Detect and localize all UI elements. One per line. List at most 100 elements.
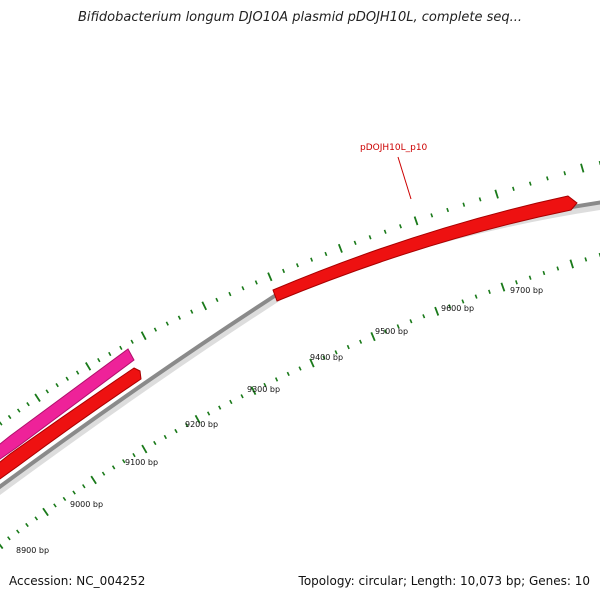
outer-ring-tick [399,224,402,229]
outer-ring-tick [153,327,158,332]
inner-ring-tick [542,270,546,276]
outer-ring-tick [462,202,466,207]
scale-label-8900: 8900 bp [16,546,49,555]
inner-ring-tick [434,306,440,316]
inner-ring-tick [448,304,452,309]
inner-ring-tick [111,465,116,470]
outer-ring-tick [215,297,219,303]
scale-label-9600: 9600 bp [441,304,474,313]
inner-ring-tick [298,366,302,371]
outer-ring-tick [108,351,112,357]
gene-label-pointer [397,156,412,200]
outer-ring-tick [16,408,21,413]
inner-ring-tick [346,344,350,350]
outer-ring-tick [26,402,30,407]
inner-ring-tick [90,475,97,485]
inner-ring-tick [422,314,426,319]
inner-ring-tick [141,444,148,454]
inner-ring-tick [229,399,233,405]
outer-ring-tick [177,315,182,320]
scale-label-9100: 9100 bp [125,458,158,467]
outer-ring-tick [430,213,434,218]
inner-ring-tick [206,411,211,416]
inner-ring-tick [309,358,315,368]
accession-text: Accession: NC_004252 [9,574,146,588]
inner-ring-tick [16,529,20,534]
outer-ring-tick [337,243,343,253]
inner-ring-tick [263,382,267,388]
outer-ring-tick [241,286,245,291]
inner-ring-tick [185,423,189,428]
outer-ring-tick [446,207,450,213]
inner-tick-ring [0,252,600,550]
scale-label-9700: 9700 bp [510,286,543,295]
outer-ring-tick [413,216,419,226]
outer-ring-tick [190,309,194,314]
inner-ring-tick [101,471,106,476]
inner-ring-tick [396,324,400,329]
inner-ring-tick [359,339,363,344]
outer-ring-tick [140,331,147,341]
outer-ring-tick [528,181,532,186]
inner-ring-tick [370,332,376,342]
inner-ring-tick [556,266,560,271]
inner-ring-tick [515,280,518,285]
feature-pdojh10l-p10[interactable] [272,195,578,302]
outer-ring-tick [310,257,314,262]
inner-ring-tick [34,516,39,521]
scale-label-9200: 9200 bp [185,420,218,429]
backbone-shadow [0,202,600,495]
outer-ring-tick [65,376,69,381]
inner-ring-tick [384,329,388,334]
outer-ring-tick [119,345,123,350]
outer-ring-tick [97,358,101,363]
outer-ring-tick [55,382,59,388]
outer-ring-tick [368,235,372,240]
inner-ring-tick [72,490,76,495]
feature-red-lower[interactable] [0,367,142,486]
outer-ring-tick [353,240,357,245]
backbone-arc [0,200,600,490]
outer-ring-tick [580,163,585,173]
scale-label-9300: 9300 bp [247,385,280,394]
topology-summary: Topology: circular; Length: 10,073 bp; G… [298,574,590,588]
inner-ring-tick [274,377,279,382]
inner-ring-tick [474,294,478,299]
outer-ring-tick [228,291,232,297]
outer-ring-tick [7,414,12,420]
inner-ring-tick [174,428,178,434]
inner-ring-tick [322,355,326,360]
feature-magenta[interactable] [0,348,135,466]
gene-label[interactable]: pDOJH10L_p10 [360,143,428,153]
inner-ring-tick [584,257,588,262]
outer-ring-tick [512,186,515,191]
inner-ring-tick [82,484,86,489]
inner-ring-tick [53,503,57,508]
outer-ring-tick [295,263,299,268]
inner-ring-tick [122,459,126,464]
scale-label-9400: 9400 bp [310,353,343,362]
inner-ring-tick [569,259,574,269]
inner-ring-tick [7,536,11,541]
outer-ring-tick [324,251,328,257]
inner-ring-tick [409,319,413,324]
inner-ring-tick [500,282,506,292]
outer-ring-tick [494,189,499,199]
page-title: Bifidobacterium longum DJO10A plasmid pD… [77,10,522,25]
outer-ring-tick [165,321,169,326]
outer-ring-tick [478,197,482,202]
inner-ring-tick [528,275,532,280]
outer-ring-tick [34,393,41,402]
outer-ring-tick [546,176,549,181]
inner-ring-tick [286,371,290,377]
inner-ring-tick [0,543,4,550]
inner-ring-tick [488,289,491,294]
inner-ring-tick [250,386,257,396]
inner-ring-tick [153,440,157,446]
scale-label-9000: 9000 bp [70,500,103,509]
inner-ring-tick [132,452,136,458]
inner-ring-tick [42,507,49,517]
scale-label-9500: 9500 bp [375,327,408,336]
outer-ring-tick [383,229,387,234]
